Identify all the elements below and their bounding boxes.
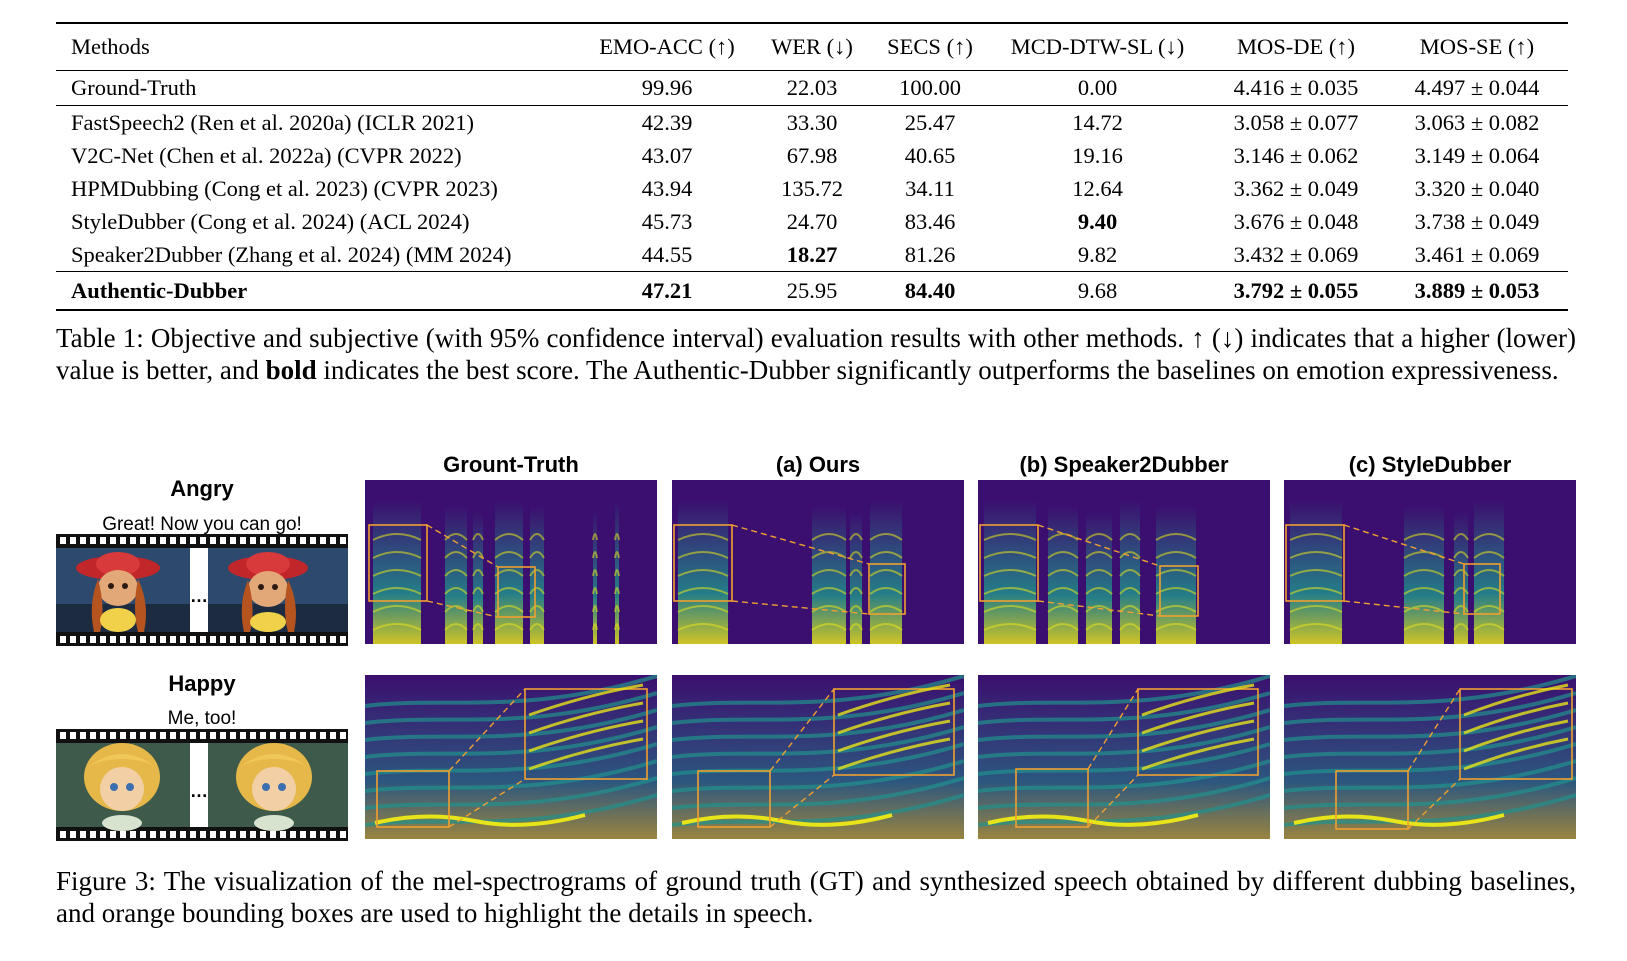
- header-mos-de: MOS-DE (↑): [1236, 34, 1356, 59]
- table-row: FastSpeech2 (Ren et al. 2020a) (ICLR 202…: [56, 106, 1568, 140]
- table-row: HPMDubbing (Cong et al. 2023) (CVPR 2023…: [56, 172, 1568, 205]
- table-cell-best: 18.27: [786, 241, 838, 267]
- table-cell: 43.94: [641, 175, 693, 201]
- table-cell: 45.73: [641, 208, 693, 234]
- table-cell: 3.146 ± 0.062: [1233, 142, 1359, 168]
- frame-gap: [190, 743, 208, 827]
- table-cell-best: 3.792 ± 0.055: [1233, 277, 1359, 303]
- table-cell: 67.98: [786, 142, 838, 168]
- table-cell: 4.416 ± 0.035: [1233, 75, 1359, 100]
- utterance-text-happy: Me, too!: [167, 708, 237, 729]
- table-row: StyleDubber (Cong et al. 2024) (ACL 2024…: [56, 205, 1568, 238]
- table-caption: Table 1: Objective and subjective (with …: [56, 322, 1576, 386]
- column-title-styledubber: (c) StyleDubber: [1348, 452, 1512, 477]
- table-row-ground-truth: Ground-Truth 99.96 22.03 100.00 0.00 4.4…: [56, 71, 1568, 106]
- table-cell: 3.676 ± 0.048: [1233, 208, 1359, 234]
- table-row: V2C-Net (Chen et al. 2022a) (CVPR 2022) …: [56, 139, 1568, 172]
- table-cell: 42.39: [641, 109, 693, 135]
- table-cell: 3.149 ± 0.064: [1414, 142, 1540, 168]
- header-methods: Methods: [71, 34, 150, 59]
- table-cell: 9.68: [1077, 277, 1118, 303]
- film-perforations: [60, 537, 346, 643]
- table-cell-best: 9.40: [1077, 208, 1118, 234]
- results-table: Methods EMO-ACC (↑) WER (↓) SECS (↑) MCD…: [56, 22, 1568, 311]
- table-cell: 12.64: [1072, 175, 1123, 201]
- table-cell: HPMDubbing (Cong et al. 2023) (CVPR 2023…: [71, 175, 498, 201]
- table-cell: 40.65: [904, 142, 956, 168]
- spectrogram-happy-speaker2dubber: [978, 675, 1270, 839]
- column-title-ground-truth: Grount-Truth: [443, 452, 579, 477]
- emotion-label-angry: Angry: [170, 476, 234, 501]
- table-cell: 9.82: [1077, 241, 1118, 267]
- table-cell: 3.320 ± 0.040: [1414, 175, 1540, 201]
- table-caption-bold: bold: [265, 355, 317, 385]
- table-cell: 25.95: [786, 277, 838, 303]
- video-frame-angry-right: [208, 548, 348, 632]
- header-emo-acc: EMO-ACC (↑): [599, 34, 735, 59]
- film-strip-happy: …: [56, 729, 348, 841]
- table-cell: 3.461 ± 0.069: [1414, 241, 1540, 267]
- table-cell: Ground-Truth: [71, 75, 197, 100]
- table-row: Speaker2Dubber (Zhang et al. 2024) (MM 2…: [56, 238, 1568, 272]
- table-cell: 22.03: [786, 75, 838, 100]
- utterance-text-angry: Great! Now you can go!: [102, 514, 302, 535]
- table-cell: V2C-Net (Chen et al. 2022a) (CVPR 2022): [71, 142, 462, 168]
- ellipsis-text: …: [190, 586, 208, 606]
- spectrogram-happy-styledubber: [1284, 675, 1576, 839]
- table-cell: 100.00: [899, 75, 961, 100]
- table-cell: 3.362 ± 0.049: [1233, 175, 1359, 201]
- table-cell-best: 47.21: [641, 277, 693, 303]
- table-cell: Speaker2Dubber (Zhang et al. 2024) (MM 2…: [71, 241, 512, 267]
- table-cell: 81.26: [904, 241, 956, 267]
- column-title-ours: (a) Ours: [775, 452, 861, 477]
- table-cell: 135.72: [781, 175, 843, 201]
- header-mos-se: MOS-SE (↑): [1419, 34, 1535, 59]
- table-cell: 4.497 ± 0.044: [1414, 75, 1540, 100]
- table-cell: 83.46: [904, 208, 956, 234]
- spectrogram-angry-styledubber: [1284, 480, 1576, 644]
- film-perforations: [60, 732, 346, 838]
- table-cell: 0.00: [1077, 75, 1118, 100]
- spectrogram-angry-ground-truth: [365, 480, 657, 644]
- table-cell: 33.30: [786, 109, 838, 135]
- table-cell: 3.063 ± 0.082: [1414, 109, 1540, 135]
- table-cell: 3.058 ± 0.077: [1233, 109, 1359, 135]
- table-cell-best: 84.40: [904, 277, 956, 303]
- spectrogram-happy-ours: [672, 675, 964, 839]
- header-secs: SECS (↑): [887, 34, 973, 59]
- table-row-ours: Authentic-Dubber 47.21 25.95 84.40 9.68 …: [56, 271, 1568, 310]
- ellipsis-text: …: [190, 781, 208, 801]
- film-strip-angry: …: [56, 534, 348, 646]
- table-header-row: Methods EMO-ACC (↑) WER (↓) SECS (↑) MCD…: [56, 23, 1568, 71]
- video-frame-angry-left: [56, 548, 190, 632]
- table-cell: 3.738 ± 0.049: [1414, 208, 1540, 234]
- emotion-label-happy: Happy: [168, 671, 236, 696]
- header-mcd: MCD-DTW-SL (↓): [1010, 34, 1185, 59]
- figure-caption: Figure 3: The visualization of the mel-s…: [56, 866, 1576, 928]
- table-cell: 34.11: [905, 175, 955, 201]
- table-cell: 44.55: [641, 241, 693, 267]
- table-cell: FastSpeech2 (Ren et al. 2020a) (ICLR 202…: [71, 109, 475, 135]
- spectrogram-angry-ours: [672, 480, 964, 644]
- video-frame-happy-right: [208, 743, 348, 831]
- table-cell: StyleDubber (Cong et al. 2024) (ACL 2024…: [71, 208, 470, 234]
- table-cell-best: Authentic-Dubber: [71, 277, 248, 303]
- spectrogram-happy-ground-truth: [365, 675, 657, 839]
- header-wer: WER (↓): [771, 34, 853, 59]
- table-cell: 99.96: [641, 75, 693, 100]
- table-cell: 3.432 ± 0.069: [1233, 241, 1359, 267]
- table-cell-best: 3.889 ± 0.053: [1414, 277, 1540, 303]
- table-cell: 19.16: [1072, 142, 1123, 168]
- table-cell: 14.72: [1072, 109, 1123, 135]
- table-caption-text: Table 1: Objective and subjective (with …: [56, 323, 1576, 385]
- table-cell: 43.07: [641, 142, 693, 168]
- table-caption-text-2: indicates the best score. The Authentic-…: [316, 355, 1559, 385]
- column-title-speaker2dubber: (b) Speaker2Dubber: [1019, 452, 1229, 477]
- table-cell: 24.70: [786, 208, 838, 234]
- table-cell: 25.47: [904, 109, 956, 135]
- video-frame-happy-left: [56, 743, 190, 831]
- frame-gap: [190, 548, 208, 632]
- spectrogram-angry-speaker2dubber: [978, 480, 1270, 644]
